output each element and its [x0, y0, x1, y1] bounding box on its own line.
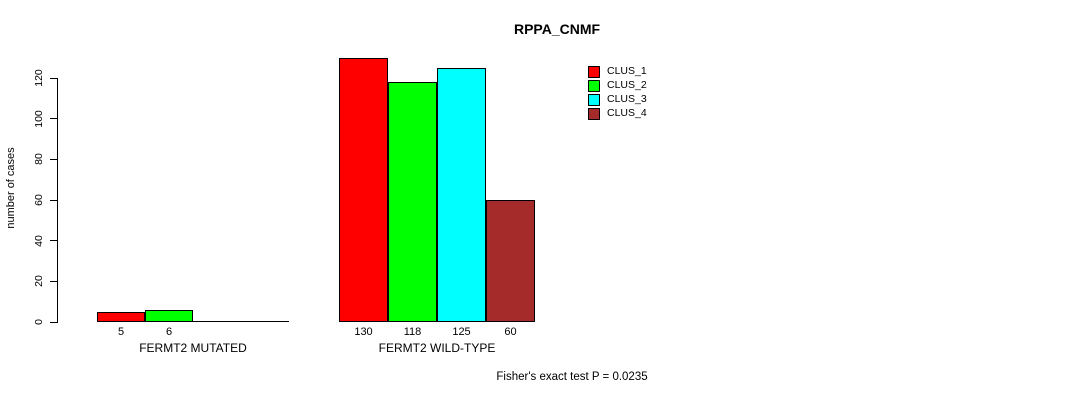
y-tick-label: 20 [33, 275, 45, 288]
legend-item: CLUS_4 [588, 107, 647, 120]
bar-value-label: 125 [452, 326, 471, 338]
y-tick-label: 80 [33, 153, 45, 166]
legend-item: CLUS_1 [588, 65, 647, 78]
y-tick [50, 118, 57, 120]
legend-label: CLUS_3 [607, 93, 647, 105]
legend-item: CLUS_2 [588, 79, 647, 92]
footer-annotation: Fisher's exact test P = 0.0235 [496, 371, 648, 383]
bar [388, 82, 437, 322]
y-tick-label: 0 [33, 319, 45, 325]
y-tick [50, 77, 57, 79]
y-tick [50, 199, 57, 201]
legend-label: CLUS_1 [607, 65, 647, 77]
bar-value-label: 60 [504, 326, 517, 338]
y-axis-label: number of cases [5, 147, 17, 229]
legend-item: CLUS_3 [588, 93, 647, 106]
y-tick [50, 321, 57, 323]
chart-title: RPPA_CNMF [513, 21, 601, 37]
y-tick [50, 158, 57, 160]
bar-value-label: 130 [354, 326, 373, 338]
group-baseline [97, 321, 289, 322]
bar [145, 310, 193, 322]
bar [97, 312, 145, 322]
legend: CLUS_1 CLUS_2 CLUS_3 CLUS_4 [588, 65, 647, 120]
bar-value-label: 5 [117, 326, 125, 338]
bar [437, 68, 486, 322]
legend-swatch [588, 93, 600, 106]
legend-swatch [588, 79, 600, 92]
y-tick-label: 40 [33, 234, 45, 247]
group-label: FERMT2 MUTATED [139, 341, 247, 355]
bar-value-label: 6 [165, 326, 173, 338]
y-axis-line [57, 78, 58, 323]
y-tick [50, 280, 57, 282]
legend-swatch [588, 107, 600, 120]
group-label: FERMT2 WILD-TYPE [378, 341, 496, 355]
y-tick-label: 120 [33, 69, 45, 87]
bar-value-label: 118 [403, 326, 422, 338]
y-tick-label: 60 [33, 194, 45, 206]
y-tick [50, 240, 57, 242]
bar [486, 200, 535, 322]
y-tick-label: 100 [33, 109, 45, 128]
legend-label: CLUS_4 [607, 107, 647, 119]
bar [339, 58, 388, 322]
legend-label: CLUS_2 [607, 79, 647, 91]
legend-swatch [588, 65, 600, 78]
